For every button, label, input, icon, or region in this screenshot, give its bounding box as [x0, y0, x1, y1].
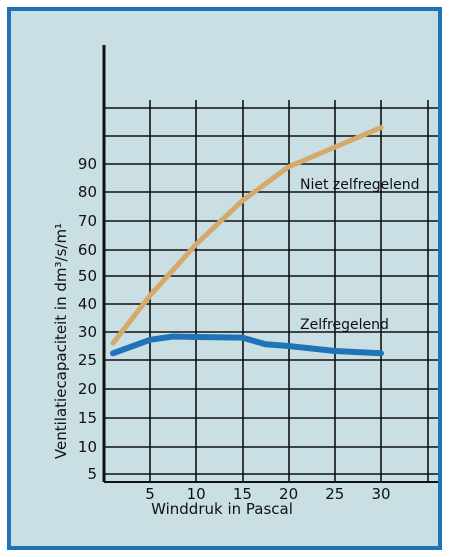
- y-tick-label: 30: [78, 323, 97, 341]
- y-axis-label: Ventilatiecapaciteit in dm³/s/m¹: [52, 223, 70, 459]
- x-tick-label: 25: [325, 485, 344, 503]
- y-tick-label: 20: [78, 380, 97, 398]
- y-tick-label: 10: [78, 438, 97, 456]
- y-tick-label: 60: [78, 241, 97, 259]
- y-tick-label: 15: [78, 409, 97, 427]
- x-tick-label: 30: [371, 485, 390, 503]
- y-tick-label: 50: [78, 267, 97, 285]
- y-tick-label: 90: [78, 155, 97, 173]
- y-tick-label: 40: [78, 295, 97, 313]
- y-tick-label: 80: [78, 183, 97, 201]
- y-tick-label: 70: [78, 212, 97, 230]
- y-tick-label: 25: [78, 351, 97, 369]
- series-label: Niet zelfregelend: [300, 177, 420, 193]
- chart-background: [9, 9, 440, 548]
- series-label: Zelfregelend: [300, 317, 389, 333]
- y-tick-label: 5: [87, 465, 97, 483]
- x-axis-label: Winddruk in Pascal: [151, 500, 293, 518]
